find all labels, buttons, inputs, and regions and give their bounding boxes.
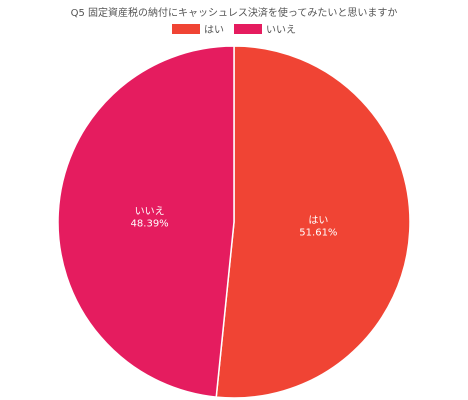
slice-label-yes-percent: 51.61% <box>299 227 337 238</box>
pie-slice-no[interactable] <box>57 45 235 398</box>
legend-swatch-yes <box>172 23 200 34</box>
legend-item-yes[interactable]: はい <box>172 21 224 36</box>
legend-item-no[interactable]: いいえ <box>234 21 296 36</box>
chart-title: Q5 固定資産税の納付にキャッシュレス決済を使ってみたいと思いますか <box>70 8 398 19</box>
slice-label-yes-name: はい <box>308 214 328 226</box>
legend-label-no: いいえ <box>266 25 296 36</box>
chart-legend: はい いいえ <box>0 21 468 36</box>
slice-label-no-name: いいえ <box>135 206 165 218</box>
pie-slice-yes[interactable] <box>215 45 411 399</box>
slice-label-no-percent: 48.39% <box>131 219 169 230</box>
legend-swatch-no <box>234 23 262 34</box>
legend-label-yes: はい <box>204 25 224 36</box>
